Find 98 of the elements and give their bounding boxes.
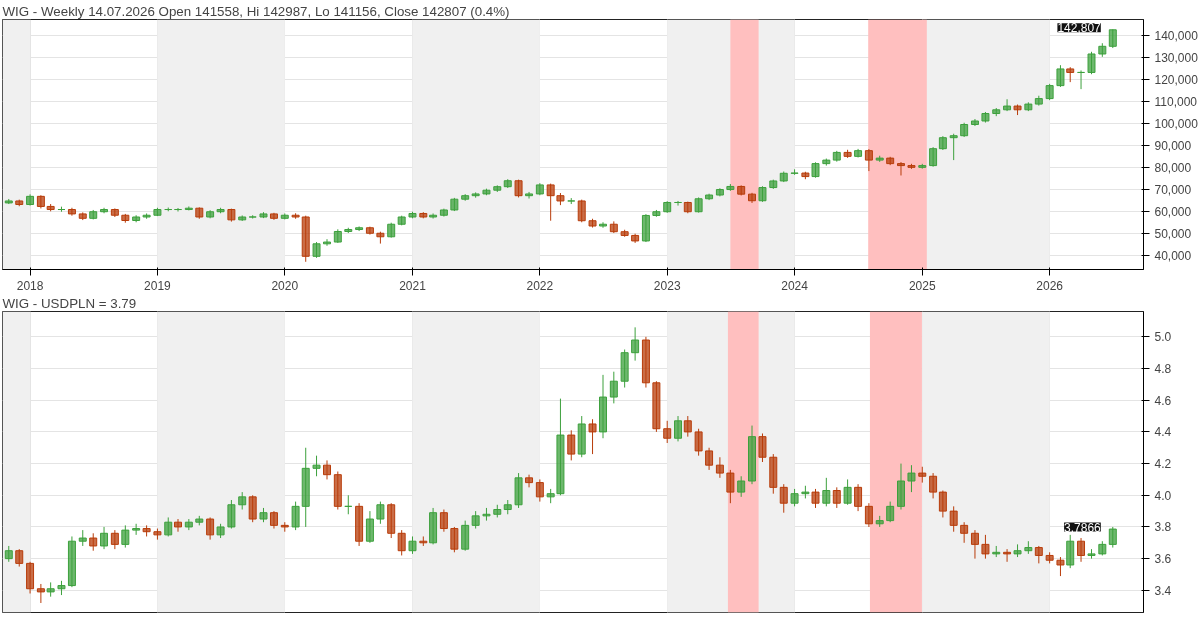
candlestick — [960, 521, 969, 544]
candlestick — [1108, 28, 1117, 49]
y-tick-label: 3.4 — [1154, 583, 1172, 598]
y-tick-label: 4.0 — [1154, 488, 1172, 503]
candlestick — [737, 475, 746, 498]
candlestick — [132, 523, 141, 536]
candlestick — [832, 486, 841, 509]
x-tick-label: 2025 — [908, 278, 936, 293]
candlestick — [886, 501, 895, 523]
x-tick-label: 2021 — [399, 278, 427, 293]
candlestick — [981, 534, 990, 560]
candlestick — [758, 432, 767, 463]
candlestick — [674, 415, 683, 442]
y-tick-label: 4.2 — [1154, 457, 1172, 472]
candlestick — [1056, 64, 1065, 88]
annotation: 142,807 — [1057, 21, 1102, 36]
annotation: 3.7866 — [1064, 520, 1102, 535]
candlestick — [174, 518, 182, 533]
x-tick-label: 2019 — [144, 278, 172, 293]
y-tick-label: 5.0 — [1154, 330, 1172, 345]
y-tick-label: 140,000 — [1154, 29, 1199, 44]
y-tick-label: 80,000 — [1154, 161, 1192, 176]
candlestick — [535, 478, 544, 503]
y-tick-label: 4.4 — [1154, 425, 1172, 440]
y-tick-label: 90,000 — [1154, 139, 1192, 154]
candlestick — [907, 464, 916, 493]
x-tick-label: 2020 — [271, 278, 299, 293]
candlestick — [897, 161, 905, 176]
y-tick-label: 120,000 — [1154, 73, 1199, 88]
y-tick-label: 100,000 — [1154, 117, 1199, 132]
chart-title: WIG - USDPLN = 3.79 — [2, 295, 137, 311]
candlestick — [726, 469, 735, 504]
candlestick — [525, 474, 534, 488]
candlestick — [312, 455, 321, 477]
candlestick — [36, 583, 45, 604]
candlestick — [854, 483, 863, 512]
y-tick-label: 4.8 — [1154, 362, 1172, 377]
candlestick — [1003, 548, 1012, 563]
x-tick-label: 2022 — [526, 278, 554, 293]
candlestick — [1087, 51, 1096, 75]
candlestick — [938, 490, 947, 518]
candlestick — [248, 494, 257, 523]
y-tick-label: 3.6 — [1154, 552, 1172, 567]
candlestick — [1056, 556, 1065, 577]
candlestick — [365, 510, 374, 544]
candlestick — [525, 191, 534, 200]
candlestick — [323, 238, 331, 247]
y-tick-label: 4.6 — [1154, 393, 1172, 408]
candlestick — [929, 472, 938, 499]
candlestick — [227, 499, 236, 530]
y-tick-label: 110,000 — [1154, 95, 1198, 110]
candlestick — [864, 502, 873, 528]
candlestick — [843, 478, 852, 506]
candlestick — [376, 501, 385, 525]
candlestick — [864, 148, 873, 172]
candlestick — [715, 456, 724, 479]
candlestick — [970, 529, 979, 560]
candlestick — [631, 326, 640, 362]
candlestick — [949, 505, 958, 533]
candlestick — [663, 420, 672, 444]
candlestick — [323, 459, 331, 480]
candlestick — [949, 133, 958, 161]
x-tick-label: 2024 — [781, 278, 809, 293]
candlestick — [429, 212, 438, 220]
x-tick-label: 2026 — [1036, 278, 1064, 293]
candlestick — [397, 529, 406, 556]
candlestick — [567, 429, 576, 461]
y-tick-label: 50,000 — [1154, 227, 1192, 242]
y-tick-label: 3.8 — [1154, 520, 1172, 535]
candlestick — [291, 501, 300, 531]
candlestick — [822, 477, 831, 507]
candlestick — [1066, 534, 1075, 569]
candlestick — [588, 418, 597, 455]
chart-title: WIG - Weekly 14.07.2026 Open 141558, Hi 142987, Lo 141156, Close 142807 (0.4%) — [2, 3, 510, 19]
candlestick — [100, 526, 109, 550]
candlestick — [461, 520, 470, 552]
candlestick — [439, 509, 448, 533]
candlestick — [694, 428, 703, 457]
candlestick — [450, 526, 459, 553]
candlestick — [779, 483, 788, 514]
candlestick — [1003, 98, 1012, 112]
candlestick — [1077, 537, 1086, 563]
x-tick-label: 2023 — [653, 278, 681, 293]
candlestick — [206, 516, 215, 541]
candlestick — [705, 447, 714, 471]
x-tick-label: 2018 — [16, 278, 44, 293]
candlestick — [811, 488, 820, 509]
y-tick-label: 70,000 — [1154, 183, 1192, 198]
candlestick — [1108, 526, 1117, 549]
candlestick — [683, 415, 692, 438]
candlestick — [609, 371, 618, 404]
y-tick-label: 130,000 — [1154, 51, 1199, 66]
candlestick — [121, 524, 130, 549]
y-tick-label: 60,000 — [1154, 205, 1192, 220]
candlestick — [929, 146, 938, 168]
candlestick — [110, 529, 119, 550]
candlestick — [599, 221, 607, 229]
y-tick-label: 40,000 — [1154, 249, 1192, 264]
